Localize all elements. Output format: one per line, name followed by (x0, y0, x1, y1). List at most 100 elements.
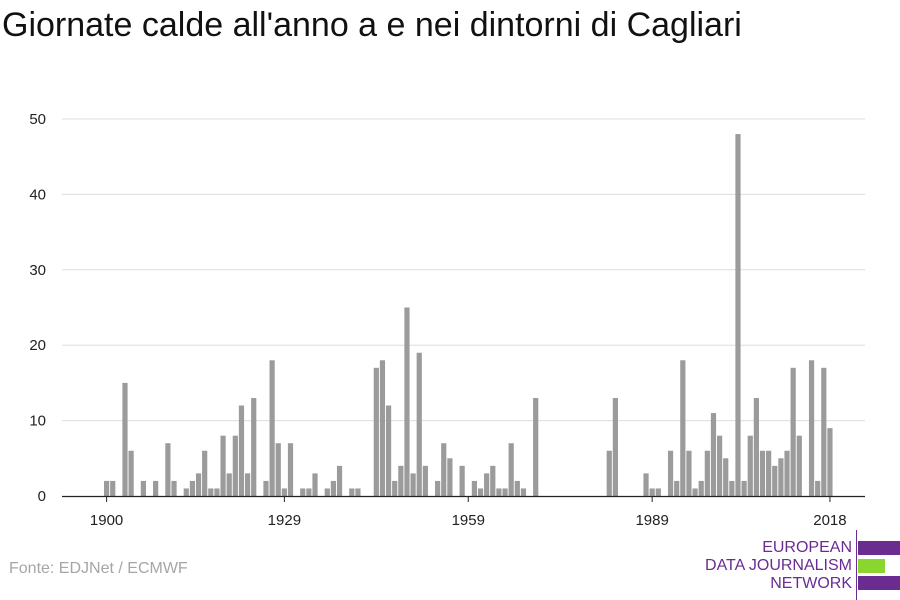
bar (214, 488, 220, 496)
logo-bar-green (858, 559, 885, 573)
logo-text-european: EUROPEAN (762, 539, 852, 556)
bar (606, 450, 612, 496)
bar (128, 450, 134, 496)
bar (612, 397, 618, 496)
bar (306, 488, 312, 496)
bar (796, 435, 802, 496)
bar (753, 397, 759, 496)
y-tick-label: 40 (29, 186, 46, 203)
logo-text-data-journalism: DATA JOURNALISM (705, 557, 852, 574)
bar (784, 450, 790, 496)
bar (140, 480, 146, 496)
bar (459, 465, 465, 496)
bar (422, 465, 428, 496)
bar (772, 465, 778, 496)
source-note: Fonte: EDJNet / ECMWF (9, 560, 188, 577)
bar (729, 480, 735, 496)
bar (202, 450, 208, 496)
bar (275, 443, 281, 496)
edjnet-logo[interactable]: EUROPEAN DATA JOURNALISM NETWORK (700, 530, 900, 600)
y-tick-label: 10 (29, 413, 46, 430)
bar (643, 473, 649, 496)
logo-bar-purple-top (858, 541, 900, 555)
bar (686, 450, 692, 496)
bar (330, 480, 337, 496)
bar (490, 465, 496, 496)
bar (790, 367, 796, 496)
bar (747, 435, 753, 496)
bar (404, 307, 410, 496)
bar (471, 480, 477, 496)
bar (312, 473, 318, 496)
bar (477, 488, 484, 496)
bar (698, 480, 704, 496)
bar (514, 480, 520, 496)
bar (104, 480, 110, 496)
bar (110, 480, 116, 496)
bar (410, 473, 416, 496)
bar (263, 480, 269, 496)
bar (183, 488, 189, 496)
y-tick-label: 0 (38, 488, 46, 505)
bar (741, 480, 747, 496)
bar (484, 473, 490, 496)
bar (778, 458, 784, 496)
bar (385, 405, 392, 496)
chart-title: Giornate calde all'anno a e nei dintorni… (2, 6, 742, 44)
bar (336, 465, 343, 496)
bar (717, 435, 723, 496)
bar (232, 435, 238, 496)
bar (508, 443, 514, 496)
x-tick-label: 1900 (90, 512, 123, 529)
bar (447, 458, 453, 496)
bar (435, 480, 441, 496)
bar (195, 473, 202, 496)
bar (226, 473, 232, 496)
logo-divider (856, 530, 857, 600)
bar (533, 397, 539, 496)
bar (520, 488, 527, 496)
bar (667, 450, 674, 496)
y-tick-label: 30 (29, 262, 46, 279)
bar (502, 488, 508, 496)
bar (373, 367, 379, 496)
axes: 0 10 20 30 40 50 1900 1929 1959 1989 2018 (29, 111, 865, 529)
bar (821, 367, 827, 496)
bar (710, 413, 717, 496)
bar (287, 443, 294, 496)
bar (122, 382, 128, 496)
bar (244, 473, 251, 496)
x-tick-label: 1929 (268, 512, 301, 529)
bar (165, 443, 171, 496)
bar (692, 488, 698, 496)
bar (704, 450, 710, 496)
bar (281, 488, 287, 496)
logo-text-network: NETWORK (770, 575, 852, 592)
bars (104, 134, 833, 496)
bar (766, 450, 772, 496)
bar (220, 435, 226, 496)
bar (392, 480, 398, 496)
bar (735, 134, 741, 496)
bar (398, 465, 404, 496)
bar (355, 488, 361, 496)
bar (649, 488, 655, 496)
bar (189, 480, 196, 496)
bar (496, 488, 502, 496)
bar (349, 488, 355, 496)
bar (655, 488, 661, 496)
bar (300, 488, 306, 496)
bar (416, 352, 422, 496)
bar (827, 428, 833, 496)
bar (208, 488, 214, 496)
x-tick-label: 2018 (813, 512, 846, 529)
bar (238, 405, 245, 496)
bar (815, 480, 821, 496)
y-tick-label: 50 (29, 111, 46, 128)
bar (153, 480, 159, 496)
bar (171, 480, 177, 496)
y-tick-label: 20 (29, 337, 46, 354)
logo-bar-purple-bottom (858, 576, 900, 590)
gridlines (62, 118, 865, 422)
